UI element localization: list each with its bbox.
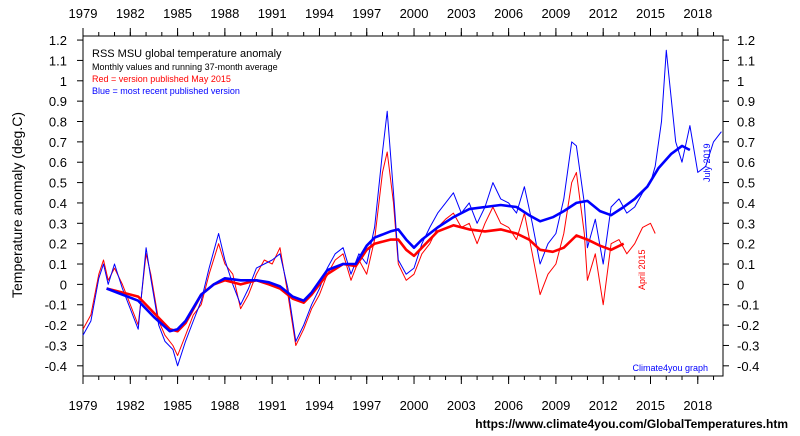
axis-ticks: 1979 1979 1982 1982 1985 1985 1988 1988 1991 1991…	[45, 6, 760, 413]
x-tick-label-bottom: 1994	[305, 398, 334, 413]
legend-blue: Blue = most recent published version	[92, 86, 240, 96]
x-tick-label-bottom: 2009	[541, 398, 570, 413]
x-tick-label-bottom: 1985	[163, 398, 192, 413]
y-tick-label-left: 0.6	[49, 155, 67, 170]
legend-red: Red = version published May 2015	[92, 74, 231, 84]
y-tick-label-right: -0.4	[737, 359, 759, 374]
x-tick-label-bottom: 2012	[589, 398, 618, 413]
x-tick-label-top: 2015	[636, 6, 665, 21]
x-tick-label-bottom: 1997	[352, 398, 381, 413]
chart-subtitle: Monthly values and running 37-month aver…	[92, 62, 278, 72]
y-tick-label-right: 1.1	[737, 53, 755, 68]
x-tick-label-top: 2012	[589, 6, 618, 21]
y-tick-label-right: -0.2	[737, 318, 759, 333]
x-tick-label-top: 1994	[305, 6, 334, 21]
plot-area	[82, 35, 724, 377]
x-tick-label-bottom: 1988	[210, 398, 239, 413]
y-tick-label-left: 0.9	[49, 94, 67, 109]
y-tick-label-right: -0.3	[737, 338, 759, 353]
x-tick-label-bottom: 1991	[258, 398, 287, 413]
y-tick-label-right: 0.9	[737, 94, 755, 109]
y-tick-label-left: 0	[60, 277, 67, 292]
annotation-april-2015: April 2015	[637, 249, 647, 290]
x-tick-label-bottom: 2006	[494, 398, 523, 413]
x-tick-label-top: 1979	[69, 6, 98, 21]
y-axis-label: Temperature anomaly (deg.C)	[9, 112, 25, 298]
x-tick-label-top: 2018	[683, 6, 712, 21]
y-tick-label-left: -0.1	[45, 298, 67, 313]
y-tick-label-left: 0.7	[49, 135, 67, 150]
y-tick-label-left: 0.3	[49, 216, 67, 231]
y-tick-label-left: 1	[60, 74, 67, 89]
x-tick-label-bottom: 2000	[400, 398, 429, 413]
y-tick-label-left: -0.4	[45, 359, 67, 374]
annotation-july-2019: July 2019	[702, 143, 712, 182]
x-tick-label-bottom: 1979	[69, 398, 98, 413]
x-tick-label-top: 1991	[258, 6, 287, 21]
source-url: https://www.climate4you.com/GlobalTemper…	[475, 417, 788, 431]
x-tick-label-top: 1985	[163, 6, 192, 21]
monthly-line-red	[82, 151, 656, 357]
y-tick-label-right: 0.8	[737, 115, 755, 130]
y-tick-label-left: 0.5	[49, 176, 67, 191]
x-tick-label-top: 1982	[116, 6, 145, 21]
x-tick-label-bottom: 2015	[636, 398, 665, 413]
x-tick-label-top: 1997	[352, 6, 381, 21]
y-tick-label-left: 1.1	[49, 53, 67, 68]
y-tick-label-right: 0.5	[737, 176, 755, 191]
y-tick-label-left: 1.2	[49, 33, 67, 48]
y-tick-label-left: -0.2	[45, 318, 67, 333]
x-tick-label-top: 2009	[541, 6, 570, 21]
y-tick-label-left: 0.2	[49, 237, 67, 252]
y-tick-label-right: 0.6	[737, 155, 755, 170]
y-tick-label-right: 0.7	[737, 135, 755, 150]
y-tick-label-right: 1.2	[737, 33, 755, 48]
x-tick-label-top: 1988	[210, 6, 239, 21]
y-tick-label-left: 0.4	[49, 196, 67, 211]
y-tick-label-right: -0.1	[737, 298, 759, 313]
y-tick-label-right: 0.2	[737, 237, 755, 252]
x-tick-label-top: 2003	[447, 6, 476, 21]
y-tick-label-right: 0.1	[737, 257, 755, 272]
y-tick-label-right: 0	[737, 277, 744, 292]
x-tick-label-bottom: 2003	[447, 398, 476, 413]
average-line-blue	[106, 144, 691, 333]
credit-text: Climate4you graph	[632, 363, 708, 373]
y-tick-label-right: 1	[737, 74, 744, 89]
x-tick-label-bottom: 1982	[116, 398, 145, 413]
y-tick-label-right: 0.4	[737, 196, 755, 211]
chart-title: RSS MSU global temperature anomaly	[92, 48, 282, 60]
x-tick-label-bottom: 2018	[683, 398, 712, 413]
y-tick-label-left: 0.8	[49, 115, 67, 130]
y-tick-label-left: 0.1	[49, 257, 67, 272]
y-tick-label-right: 0.3	[737, 216, 755, 231]
x-tick-label-top: 2006	[494, 6, 523, 21]
series-layer	[82, 49, 722, 367]
y-tick-label-left: -0.3	[45, 338, 67, 353]
x-tick-label-top: 2000	[400, 6, 429, 21]
